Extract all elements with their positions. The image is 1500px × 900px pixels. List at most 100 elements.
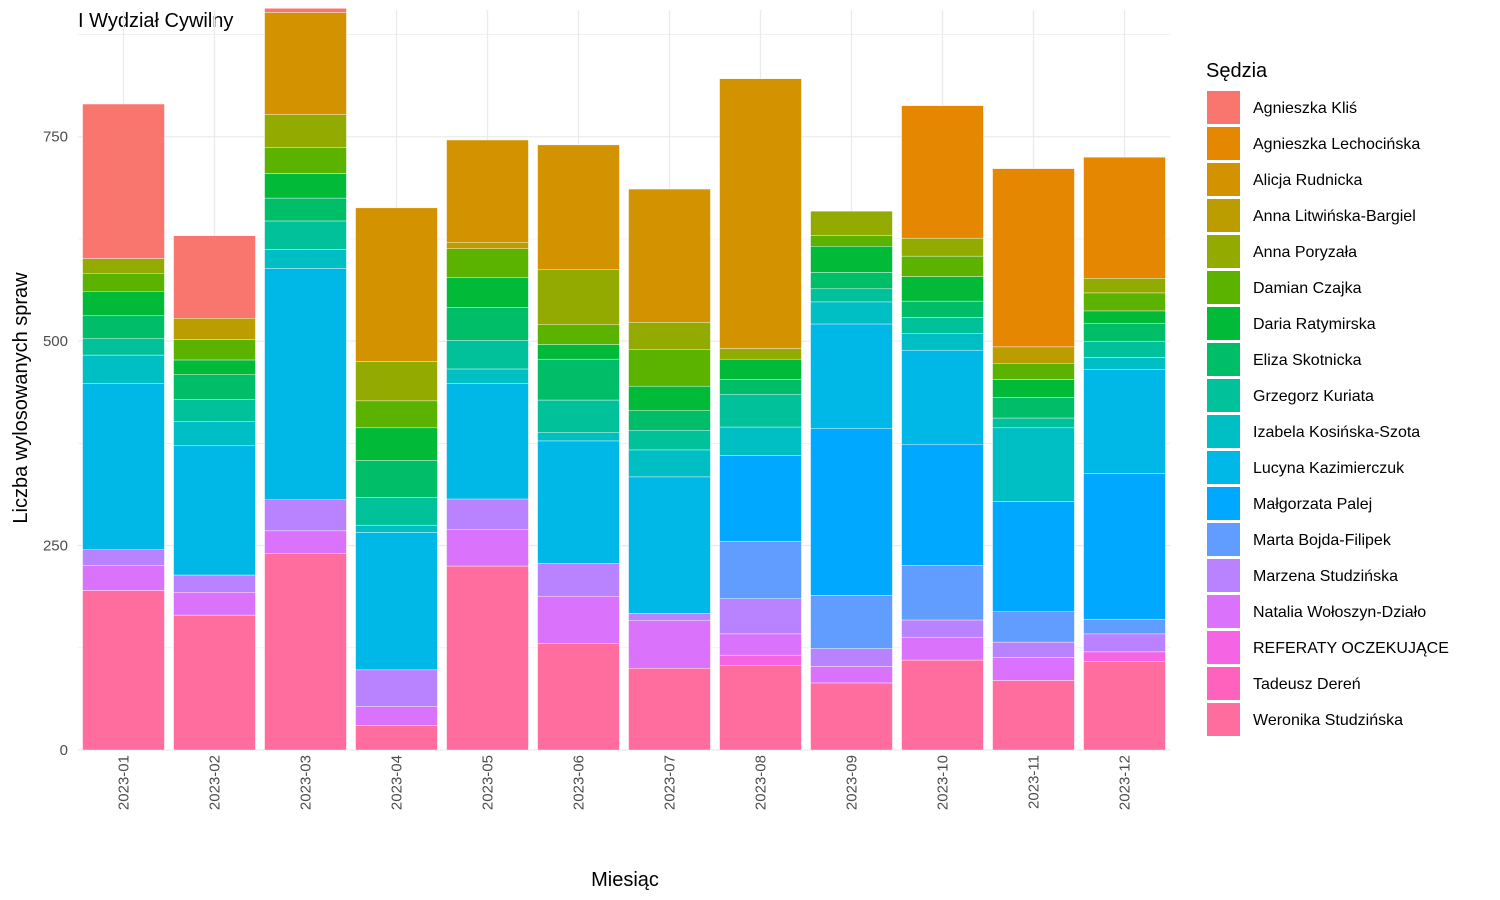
legend-label: REFERATY OCZEKUJĄCE xyxy=(1253,640,1449,657)
x-tick-label: 2023-07 xyxy=(662,755,679,810)
bar-segment xyxy=(1083,633,1166,653)
legend-label: Agnieszka Kliś xyxy=(1253,100,1357,117)
legend-label: Lucyna Kazimierczuk xyxy=(1253,460,1405,477)
legend-key xyxy=(1207,415,1240,448)
bar-segment xyxy=(82,565,165,591)
bar-segment xyxy=(173,359,256,375)
bar-segment xyxy=(355,532,438,671)
bar-segment xyxy=(719,654,802,666)
x-tick-label: 2023-10 xyxy=(935,755,952,810)
y-tick-label: 250 xyxy=(43,538,68,555)
bar-segment xyxy=(628,188,711,323)
bar-segment xyxy=(992,680,1075,751)
bar-segment xyxy=(992,379,1075,398)
bar-segment xyxy=(810,648,893,667)
legend-label: Natalia Wołoszyn-Działo xyxy=(1253,604,1426,621)
bar-segment xyxy=(992,641,1075,658)
bar-segment xyxy=(1083,340,1166,358)
bar-segment xyxy=(173,421,256,447)
legend-key xyxy=(1207,631,1240,664)
bar-segment xyxy=(992,363,1075,380)
legend-key xyxy=(1207,523,1240,556)
bar-segment xyxy=(901,317,984,335)
legend-label: Grzegorz Kuriata xyxy=(1253,388,1374,405)
y-tick-label: 750 xyxy=(43,129,68,146)
bar-segment xyxy=(82,354,165,384)
bar-segment xyxy=(82,315,165,339)
bar-segment xyxy=(628,430,711,451)
bar-segment xyxy=(264,530,347,554)
bar-segment xyxy=(264,173,347,199)
bar-segment xyxy=(264,8,347,13)
x-tick-label: 2023-04 xyxy=(389,755,406,810)
legend-key xyxy=(1207,271,1240,304)
bar-segment xyxy=(446,139,529,243)
bar-segment xyxy=(173,235,256,319)
bar-segment xyxy=(901,349,984,445)
bar-segment xyxy=(82,383,165,550)
y-tick-label: 500 xyxy=(43,333,68,350)
bar-segment xyxy=(446,242,529,249)
bar-segment xyxy=(901,619,984,638)
bar-segment xyxy=(264,12,347,115)
bar-segment xyxy=(355,669,438,707)
bar-segment xyxy=(992,427,1075,502)
legend-label: Damian Czajka xyxy=(1253,280,1362,297)
bar-segment xyxy=(355,725,438,751)
bar-segment xyxy=(355,706,438,726)
bar-segment xyxy=(264,268,347,500)
bar-segment xyxy=(537,269,620,326)
legend-key xyxy=(1207,595,1240,628)
bar-segment xyxy=(810,682,893,751)
bar-segment xyxy=(355,427,438,461)
bar-segment xyxy=(1083,310,1166,324)
bar-segment xyxy=(82,549,165,566)
bar-segment xyxy=(1083,661,1166,751)
bar-segment xyxy=(628,322,711,350)
bar-segment xyxy=(810,210,893,236)
y-tick-label: 0 xyxy=(60,742,68,759)
bar-segment xyxy=(82,338,165,356)
bar-segment xyxy=(992,417,1075,429)
bar-segment xyxy=(628,476,711,614)
bar-segment xyxy=(628,385,711,411)
bar-segment xyxy=(628,449,711,478)
x-tick-label: 2023-12 xyxy=(1117,755,1134,810)
bar-segment xyxy=(1083,369,1166,474)
legend-label: Anna Litwińska-Bargiel xyxy=(1253,208,1416,225)
legend-label: Marzena Studzińska xyxy=(1253,568,1398,585)
bar-segment xyxy=(355,400,438,429)
bar-segment xyxy=(82,273,165,292)
legend-key xyxy=(1207,307,1240,340)
legend-key xyxy=(1207,559,1240,592)
legend-key xyxy=(1207,667,1240,700)
legend-key xyxy=(1207,235,1240,268)
bar-segment xyxy=(719,633,802,656)
bar-segment xyxy=(901,276,984,302)
x-axis-ticks: 2023-01 2023-02 2023-03 2023-04 2023-05 2023-… xyxy=(116,755,1134,810)
legend-title: Sędzia xyxy=(1206,60,1268,82)
bar-segment xyxy=(446,565,529,751)
bar-segment xyxy=(173,318,256,340)
legend-key xyxy=(1207,343,1240,376)
y-axis-title: Liczba wylosowanych spraw xyxy=(10,272,32,524)
bar-segment xyxy=(1083,651,1166,662)
bar-segment xyxy=(1083,357,1166,370)
bar-segment xyxy=(82,258,165,274)
legend-label: Weronika Studzińska xyxy=(1253,712,1403,729)
bar-segment xyxy=(628,410,711,431)
bar-segment xyxy=(355,524,438,533)
bar-segment xyxy=(537,643,620,751)
bar-segment xyxy=(719,394,802,428)
bar-segment xyxy=(992,397,1075,419)
bar-segment xyxy=(719,455,802,542)
bar-segment xyxy=(355,460,438,498)
chart-title: I Wydział Cywilny xyxy=(78,10,233,32)
bar-segment xyxy=(82,590,165,751)
bar-segment xyxy=(719,78,802,349)
legend-label: Alicja Rudnicka xyxy=(1253,172,1362,189)
x-tick-label: 2023-06 xyxy=(571,755,588,810)
bar-segment xyxy=(992,611,1075,643)
bar-segment xyxy=(173,399,256,422)
bar-segment xyxy=(446,498,529,530)
